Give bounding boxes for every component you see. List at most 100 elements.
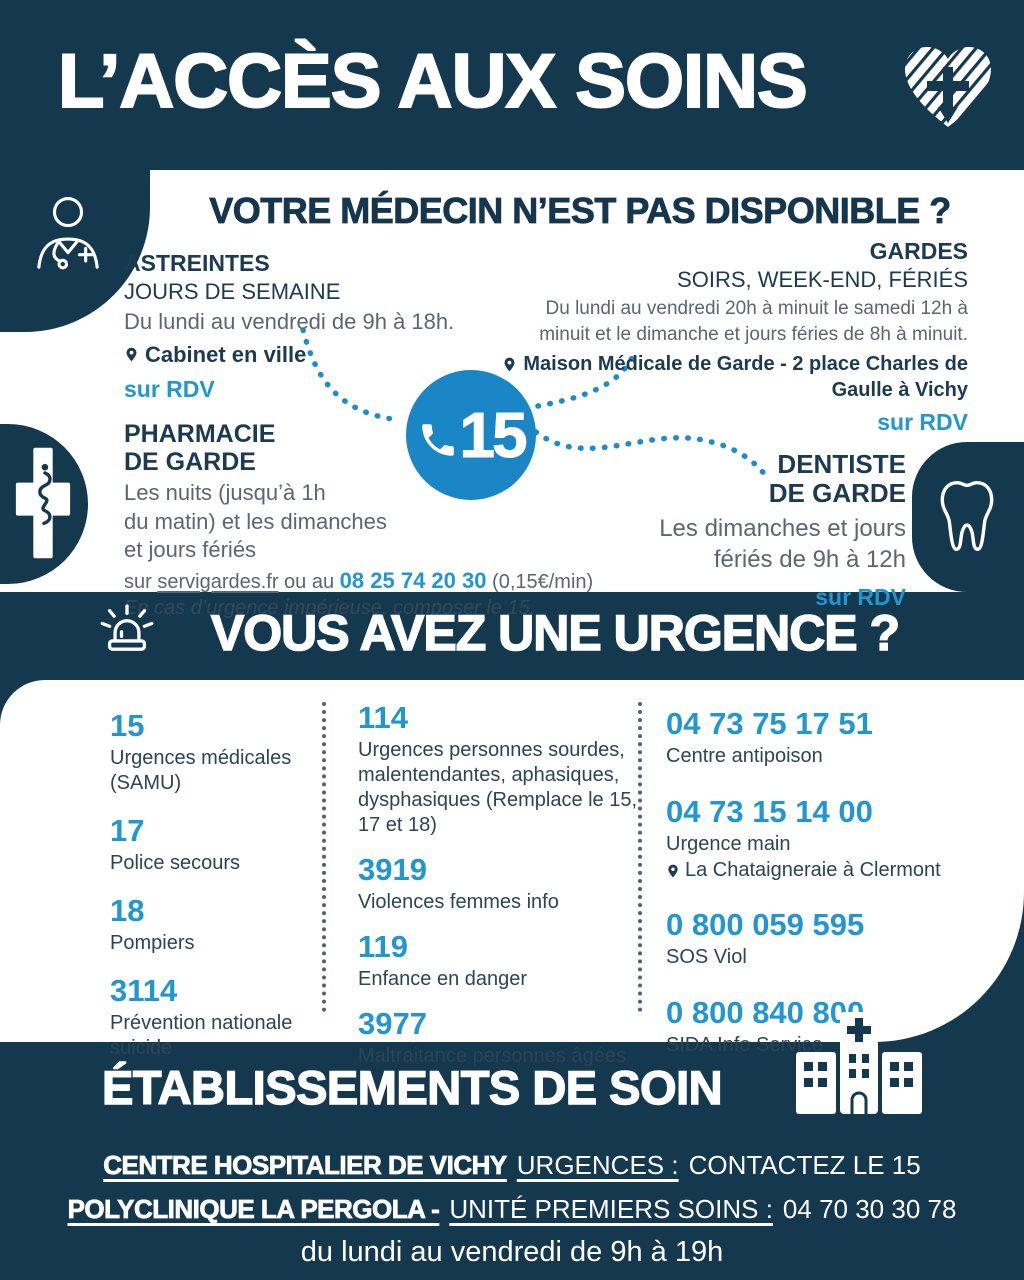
- emergency-number: 0 800 059 595: [666, 907, 865, 942]
- call-15-badge: 15: [406, 370, 536, 500]
- etablissements-title: ÉTABLISSEMENTS DE SOIN: [101, 1060, 723, 1114]
- gardes-location-line2: Gaulle à Vichy: [831, 379, 968, 402]
- column-divider: [322, 702, 326, 1012]
- dentiste-title-line2: DE GARDE: [768, 477, 906, 508]
- polyclinique-line: POLYCLINIQUE LA PERGOLA - UNITÉ PREMIERS …: [0, 1194, 1024, 1225]
- emergency-number: 0 800 840 800: [666, 995, 865, 1030]
- hopital-vichy-line: CENTRE HOSPITALIER DE VICHY URGENCES : CON…: [0, 1150, 1024, 1181]
- gardes-location-line1: Maison Médicale de Garde - 2 place Charl…: [523, 353, 968, 376]
- doctor-blob: [0, 170, 150, 332]
- emergency-number: 04 73 15 14 00: [666, 794, 873, 829]
- dentiste-title-line1: DENTISTE: [777, 449, 906, 479]
- siren-icon: [94, 596, 160, 667]
- horaires-line: du lundi au vendredi de 9h à 19h: [300, 1236, 724, 1268]
- astreintes-subtitle: JOURS DE SEMAINE: [124, 279, 341, 304]
- emergency-label: Enfance en danger: [358, 968, 528, 990]
- emergency-label: Prévention nationale suicide: [110, 1012, 293, 1059]
- emergency-label: Pompiers: [110, 932, 195, 954]
- emergency-label: SIDA Info Service: [666, 1034, 823, 1056]
- contact-middle: ou au: [278, 570, 340, 593]
- gardes-location: Maison Médicale de Garde - 2 place Charl…: [448, 351, 968, 377]
- tooth-blob: [912, 442, 1024, 592]
- phone-icon: [422, 424, 455, 456]
- gardes-title: GARDES: [869, 238, 968, 264]
- contact-prefix: sur: [124, 570, 158, 593]
- location-pin-icon: [668, 864, 678, 877]
- dentiste-schedule-line1: Les dimanches et jours: [659, 515, 906, 543]
- urgence-panel: [0, 680, 1024, 1042]
- polyclinique-unite-label: UNITÉ PREMIERS SOINS :: [449, 1194, 773, 1224]
- pharmacy-cross-icon: [15, 447, 71, 559]
- emergency-entry: 3977 Maltraitance personnes âgées: [358, 1006, 642, 1069]
- pharmacie-schedule-line3: et jours fériés: [124, 537, 257, 563]
- pharmacie-schedule-line1: Les nuits (jusqu’à 1h: [124, 480, 326, 505]
- pharmacie-schedule-line2: du matin) et les dimanches: [124, 508, 387, 534]
- hopital-urgences-label: URGENCES :: [516, 1150, 679, 1180]
- doctor-icon: [37, 197, 99, 270]
- astreintes-location-label: Cabinet en ville: [145, 341, 307, 367]
- emergency-entry: 18 Pompiers: [110, 893, 324, 956]
- astreintes-title: ASTREINTES: [124, 250, 270, 276]
- pharmacie-phone-number: 08 25 74 20 30: [339, 567, 487, 593]
- striped-heart-cross-icon: [898, 42, 998, 139]
- polyclinique-name: POLYCLINIQUE LA PERGOLA -: [67, 1194, 440, 1225]
- astreintes-location: Cabinet en ville: [124, 342, 464, 368]
- emergency-location-label: La Chataigneraie à Clermont: [685, 859, 941, 881]
- emergency-number: 04 73 75 17 51: [666, 706, 873, 741]
- gardes-subtitle: SOIRS, WEEK-END, FÉRIÉS: [677, 267, 968, 292]
- emergency-location: La Chataigneraie à Clermont: [666, 859, 971, 882]
- emergency-entry: 04 73 75 17 51 Centre antipoison: [666, 706, 971, 769]
- emergency-number: 3114: [110, 973, 178, 1008]
- location-pin-icon: [504, 357, 515, 372]
- emergency-number: 3919: [358, 852, 427, 887]
- gardes-rdv: sur RDV: [877, 409, 968, 436]
- gardes-schedule-line1: Du lundi au vendredi 20h à minuit le sam…: [545, 298, 969, 319]
- emergency-entry: 15 Urgences médicales (SAMU): [110, 708, 324, 796]
- pharmacie-note: En cas d’urgence impérieuse, composer le…: [124, 596, 536, 619]
- emergency-entry: 114 Urgences personnes sourdes, malenten…: [358, 700, 642, 838]
- website-link: servigardes.fr: [157, 570, 279, 593]
- emergency-label: Urgences personnes sourdes, malentendant…: [358, 739, 638, 836]
- gardes-block: GARDES SOIRS, WEEK-END, FÉRIÉS Du lundi …: [448, 238, 968, 436]
- urgence-column-3: 04 73 75 17 51 Centre antipoison 04 73 1…: [666, 706, 971, 1083]
- emergency-label: Violences femmes info: [358, 891, 559, 913]
- hopital-name: CENTRE HOSPITALIER DE VICHY: [103, 1150, 508, 1181]
- emergency-entry: 119 Enfance en danger: [358, 929, 642, 992]
- emergency-number: 119: [358, 929, 409, 964]
- pharmacy-blob: [0, 424, 88, 584]
- emergency-number: 17: [110, 813, 145, 848]
- urgence-column-1: 15 Urgences médicales (SAMU) 17 Police s…: [110, 708, 324, 1078]
- emergency-label: SOS Viol: [666, 946, 747, 968]
- emergency-label: Urgences médicales (SAMU): [110, 747, 292, 794]
- medecin-title: VOTRE MÉDECIN N’EST PAS DISPONIBLE ?: [209, 190, 952, 232]
- dentiste-rdv: sur RDV: [815, 583, 906, 610]
- astreintes-block: ASTREINTES JOURS DE SEMAINE Du lundi au …: [124, 250, 464, 403]
- emergency-number: 15: [110, 708, 145, 743]
- dentiste-block: DENTISTE DE GARDE Les dimanches et jours…: [566, 450, 906, 611]
- emergency-label: Urgence main: [666, 833, 791, 855]
- emergency-number: 114: [358, 700, 409, 735]
- page-title: L’ACCÈS AUX SOINS: [57, 38, 809, 125]
- location-pin-icon: [126, 347, 137, 362]
- emergency-label: Police secours: [110, 852, 241, 874]
- hospital-icon: [794, 1010, 924, 1119]
- urgence-title: VOUS AVEZ UNE URGENCE ?: [210, 604, 901, 662]
- emergency-entry: 3919 Violences femmes info: [358, 852, 642, 915]
- emergency-entry: 0 800 059 595 SOS Viol: [666, 907, 971, 970]
- medecin-panel: [0, 170, 1024, 592]
- pharmacie-title-line2: DE GARDE: [124, 448, 256, 476]
- emergency-number: 18: [110, 893, 145, 928]
- emergency-entry: 0 800 840 800 SIDA Info Service: [666, 995, 971, 1058]
- emergency-entry: 17 Police secours: [110, 813, 324, 876]
- column-divider: [638, 702, 642, 1012]
- emergency-number: 3977: [358, 1006, 427, 1041]
- polyclinique-phone: 04 70 30 30 78: [782, 1194, 957, 1224]
- astreintes-schedule: Du lundi au vendredi de 9h à 18h.: [124, 309, 455, 334]
- emergency-entry: 3114 Prévention nationale suicide: [110, 973, 324, 1061]
- pharmacie-contact-line: sur servigardes.fr ou au 08 25 74 20 30 …: [124, 568, 704, 594]
- tooth-icon: [940, 480, 994, 552]
- emergency-label: Maltraitance personnes âgées: [358, 1045, 626, 1067]
- emergency-entry: 04 73 15 14 00 Urgence main La Chataigne…: [666, 794, 971, 882]
- pharmacie-block: PHARMACIE DE GARDE Les nuits (jusqu’à 1h…: [124, 420, 704, 620]
